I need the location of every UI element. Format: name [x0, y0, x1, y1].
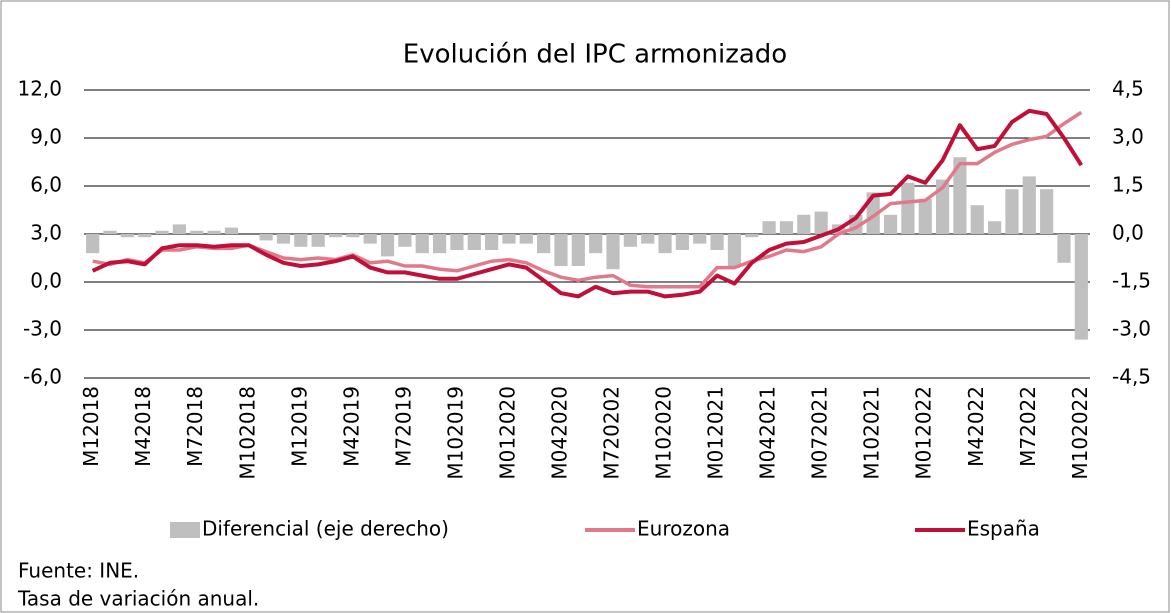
- legend-label: Diferencial (eje derecho): [202, 517, 449, 541]
- unit-note: Tasa de variación anual.: [17, 587, 259, 611]
- y2-tick-label: 1,5: [1112, 173, 1144, 197]
- bar: [294, 234, 308, 247]
- x-tick-label: M012022: [912, 386, 936, 480]
- bar: [571, 234, 585, 266]
- bar: [779, 221, 794, 234]
- bar: [1040, 189, 1054, 234]
- bar: [901, 182, 915, 234]
- y-tick-label: -3,0: [23, 317, 62, 341]
- bar: [1074, 234, 1088, 340]
- bar: [259, 234, 273, 241]
- bar: [935, 179, 950, 234]
- x-tick-label: M12018: [79, 386, 103, 467]
- bar: [762, 221, 776, 234]
- x-tick-label: M012020: [495, 386, 519, 480]
- x-tick-label: M102020: [652, 386, 676, 480]
- bar: [519, 234, 533, 244]
- y2-tick-label: -1,5: [1112, 269, 1151, 293]
- bar: [1057, 234, 1071, 263]
- y-tick-label: 6,0: [30, 173, 62, 197]
- bar: [311, 234, 325, 247]
- x-tick-label: M102022: [1068, 386, 1092, 480]
- x-tick-label: M720202: [600, 386, 624, 480]
- chart-title: Evolución del IPC armonizado: [403, 40, 787, 70]
- x-tick-label: M72022: [1016, 386, 1040, 467]
- x-tick-label: M72018: [183, 386, 207, 467]
- source-note: Fuente: INE.: [18, 559, 139, 583]
- bar: [606, 234, 620, 270]
- y-tick-label: 0,0: [30, 269, 62, 293]
- bar: [432, 234, 447, 254]
- x-tick-label: M072021: [808, 386, 832, 480]
- bar: [623, 234, 637, 247]
- y2-tick-label: 3,0: [1112, 125, 1144, 149]
- bar: [120, 234, 134, 238]
- bar: [641, 234, 655, 244]
- y2-tick-label: -4,5: [1112, 365, 1151, 389]
- bar: [675, 234, 689, 250]
- bar: [1022, 176, 1036, 234]
- bar: [918, 198, 932, 234]
- y-tick-label: 3,0: [30, 221, 62, 245]
- x-tick-label: M72019: [391, 386, 415, 467]
- bar: [988, 221, 1002, 234]
- bar: [224, 227, 239, 234]
- bar: [86, 234, 100, 254]
- line-series: [91, 108, 1084, 299]
- bar: [589, 234, 603, 254]
- bar: [172, 224, 186, 234]
- bar: [554, 234, 568, 266]
- bar: [467, 234, 481, 250]
- legend-label: Eurozona: [637, 517, 730, 541]
- bar: [502, 234, 516, 244]
- bar: [398, 234, 412, 247]
- bar: [138, 234, 152, 238]
- legend-swatch: [170, 522, 200, 538]
- y2-tick-label: 4,5: [1112, 77, 1144, 101]
- bar: [155, 230, 169, 234]
- bar: [363, 234, 377, 244]
- bar: [727, 234, 742, 266]
- y-tick-label: 9,0: [30, 125, 62, 149]
- x-tick-label: M12019: [287, 386, 311, 467]
- bar: [537, 234, 551, 254]
- x-tick-label: M42022: [964, 386, 988, 467]
- x-tick-label: M42018: [131, 386, 155, 467]
- x-tick-label: M042021: [756, 386, 780, 480]
- x-tick-label: M012021: [704, 386, 728, 480]
- bar: [103, 230, 117, 234]
- bar: [207, 230, 221, 234]
- x-tick-label: M102019: [443, 386, 467, 480]
- bar: [745, 234, 759, 238]
- bar: [450, 234, 464, 250]
- bar: [658, 234, 672, 254]
- bar: [953, 157, 967, 234]
- bar: [797, 214, 811, 234]
- bar: [883, 214, 898, 234]
- x-tick-label: M42019: [339, 386, 363, 467]
- y-tick-label: 12,0: [17, 77, 62, 101]
- bar: [814, 211, 828, 234]
- y-tick-label: -6,0: [23, 365, 62, 389]
- x-tick-label: M102018: [235, 386, 259, 480]
- legend-label: España: [967, 517, 1040, 541]
- bar: [485, 234, 499, 250]
- bar: [693, 234, 707, 244]
- y2-tick-label: -3,0: [1112, 317, 1151, 341]
- bar: [415, 234, 429, 254]
- bar: [1005, 189, 1019, 234]
- y2-tick-label: 0,0: [1112, 221, 1144, 245]
- bar: [710, 234, 724, 250]
- x-tick-label: M102021: [860, 386, 884, 480]
- bar: [328, 234, 343, 238]
- bar: [970, 205, 984, 234]
- bar: [276, 234, 291, 244]
- bar: [380, 234, 395, 257]
- bar: [346, 234, 360, 238]
- x-tick-label: M042020: [547, 386, 571, 480]
- bar: [190, 230, 204, 234]
